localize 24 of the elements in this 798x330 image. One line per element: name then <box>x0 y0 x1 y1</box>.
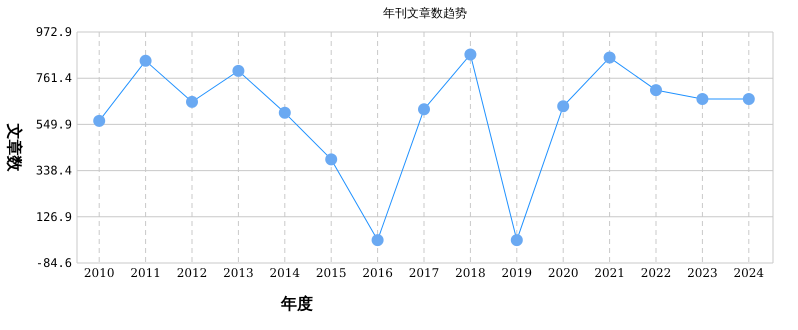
x-tick-label: 2014 <box>270 266 300 280</box>
x-tick-label: 2022 <box>640 266 672 280</box>
x-tick-label: 2023 <box>687 266 718 280</box>
y-tick-label: -84.6 <box>36 256 72 270</box>
x-tick-label: 2021 <box>594 266 625 280</box>
x-tick-label: 2011 <box>130 266 161 280</box>
x-tick-label: 2019 <box>502 266 532 280</box>
x-tick-label: 2016 <box>362 266 393 280</box>
y-tick-label: 338.4 <box>36 164 72 178</box>
chart-title: 年刊文章数趋势 <box>383 6 467 20</box>
x-tick-label: 2020 <box>548 266 578 280</box>
x-tick-label: 2024 <box>734 266 764 280</box>
x-tick-label: 2017 <box>408 266 440 280</box>
y-tick-label: 761.4 <box>36 71 72 86</box>
x-tick-label: 2013 <box>223 266 254 280</box>
x-tick-label: 2012 <box>176 266 208 280</box>
y-tick-label: 972.9 <box>36 25 72 39</box>
x-tick-label: 2010 <box>84 266 114 280</box>
y-tick-label: 549.9 <box>36 117 72 132</box>
y-tick-label: 126.9 <box>36 210 72 224</box>
x-tick-label: 2018 <box>455 266 486 280</box>
y-axis-title: 文章数 <box>5 122 24 172</box>
x-tick-label: 2015 <box>316 266 346 280</box>
x-axis-title: 年度 <box>280 294 313 313</box>
